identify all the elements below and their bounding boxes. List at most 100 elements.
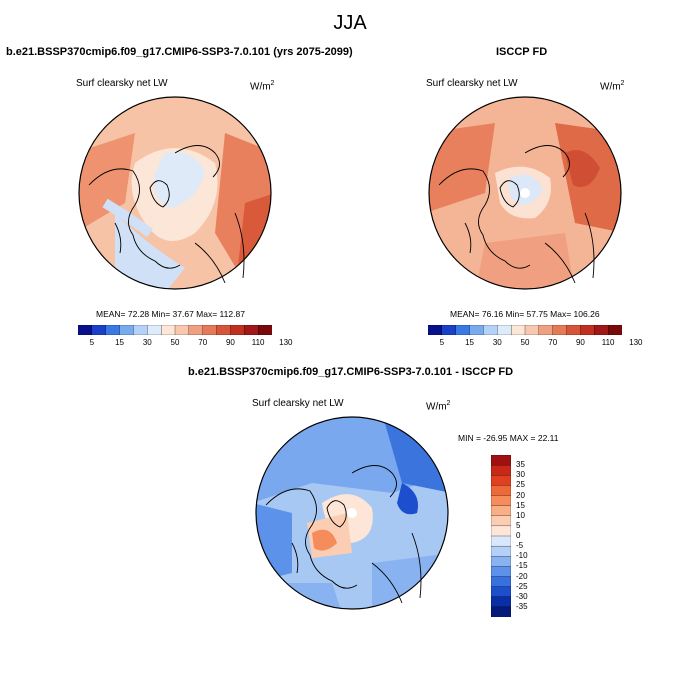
panel-1-colorbar-swatch xyxy=(257,325,272,335)
panel-3-colorbar-swatch xyxy=(491,464,511,476)
panel-2-warm-west xyxy=(429,123,495,213)
panel-3-colorbar-swatch xyxy=(491,505,511,517)
panel-2-colorbar-swatch xyxy=(497,325,512,335)
panel-1-colorbar-swatch xyxy=(105,325,121,335)
panel-2-coastlines xyxy=(438,145,595,284)
panel-3-colorbar-swatch xyxy=(491,455,511,466)
panel-3-title: b.e21.BSSP370cmip6.f09_g17.CMIP6-SSP3-7.… xyxy=(188,366,514,378)
panel-1-colorbar-swatch xyxy=(244,325,259,335)
panel-2-colorbar-swatch xyxy=(552,325,568,335)
panel-3-colorbar-tick-label: 10 xyxy=(516,510,525,520)
panel-2-map xyxy=(428,96,622,290)
panel-1-stats: MEAN= 72.28 Min= 37.67 Max= 112.87 xyxy=(96,309,245,319)
panel-2-colorbar-swatch xyxy=(594,325,609,335)
panel-2-title: ISCCP FD xyxy=(496,46,548,58)
panel-3-map xyxy=(255,416,449,610)
panel-2-colorbar-tick-label: 50 xyxy=(520,338,530,347)
panel-2-colorbar-swatch xyxy=(580,325,595,335)
panel-1-colorbar-swatch xyxy=(230,325,245,335)
panel-1-colorbar-tick-label: 5 xyxy=(89,338,95,347)
panel-3-stats: MIN = -26.95 MAX = 22.11 xyxy=(458,433,559,443)
panel-3-colorbar-swatch xyxy=(491,556,511,567)
panel-3-colorbar-tick-label: -25 xyxy=(516,581,528,591)
panel-3-colorbar-tick-label: 25 xyxy=(516,480,525,490)
panel-2-colorbar-swatch xyxy=(455,325,471,335)
panel-1-colorbar-swatch xyxy=(202,325,218,335)
panel-1-warm-west xyxy=(79,133,135,233)
panel-1-colorbar-swatch xyxy=(119,325,134,335)
panel-1-colorbar-swatch xyxy=(147,325,162,335)
panel-3-colorbar-tick-label: 20 xyxy=(516,490,525,500)
panel-3-coastlines xyxy=(265,465,422,604)
panel-3-variable: Surf clearsky net LW xyxy=(252,398,344,409)
panel-1-colorbar-swatch xyxy=(188,325,204,335)
panel-3-colorbar-swatch xyxy=(491,586,511,598)
panel-2-colorbar-swatch xyxy=(607,325,622,335)
figure-title: JJA xyxy=(333,12,367,34)
panel-3-colorbar-tick-label: -10 xyxy=(516,551,528,561)
panel-1-units: W/m2 xyxy=(250,80,275,93)
panel-3-colorbar-tick-label: -5 xyxy=(516,541,524,551)
panel-2-colorbar-labels: 5 15 30 50 70 90 110 130 xyxy=(428,338,643,350)
panel-1-title: b.e21.BSSP370cmip6.f09_g17.CMIP6-SSP3-7.… xyxy=(6,46,353,58)
panel-1-colorbar-tick-label: 110 xyxy=(251,338,265,347)
panel-1-colorbar-tick-label: 30 xyxy=(142,338,152,347)
panel-1-colorbar-labels: 5 15 30 50 70 90 110 130 xyxy=(78,338,293,350)
panel-1-pacific-blue xyxy=(115,213,185,289)
panel-2-colorbar-tick-label: 110 xyxy=(601,338,615,347)
panel-3-colorbar-tick-label: 5 xyxy=(516,520,521,530)
panel-3-strongest-cool xyxy=(397,483,418,515)
panel-3-pole-gap xyxy=(347,508,357,518)
panel-1-colorbar-swatch xyxy=(174,325,190,335)
panel-3-colorbar-tick-label: 0 xyxy=(516,531,521,540)
panel-1-colorbar-tick-label: 130 xyxy=(279,338,293,347)
panel-1-map-border xyxy=(78,96,272,290)
panel-3-colorbar-swatch xyxy=(491,485,511,497)
panel-3-colorbar-swatch xyxy=(491,596,511,608)
panel-1-colorbar-tick-label: 15 xyxy=(115,338,125,347)
panel-1-colorbar-swatch xyxy=(91,325,107,335)
panel-3-colorbar-tick-label: -30 xyxy=(516,591,528,601)
panel-2-colorbar-swatch xyxy=(483,325,498,335)
panel-3-colorbar-swatch xyxy=(491,495,511,507)
panel-3-colorbar-tick-label: -35 xyxy=(516,601,528,611)
panel-2-colorbar-tick-label: 5 xyxy=(439,338,445,347)
panel-2-variable: Surf clearsky net LW xyxy=(426,78,518,89)
panel-3-cool-south xyxy=(256,583,342,609)
panel-3-cool-west xyxy=(256,503,292,583)
panel-2-colorbar-swatch xyxy=(428,325,443,335)
panel-2-colorbar-swatch xyxy=(441,325,457,335)
panel-2-colorbar-swatch xyxy=(510,325,526,335)
panel-1-colorbar xyxy=(78,325,272,335)
panel-2-map-border xyxy=(428,96,622,290)
panel-3-colorbar-swatch xyxy=(491,606,511,617)
panel-3-map-border xyxy=(255,416,449,610)
panel-3-colorbar-swatch xyxy=(491,475,511,486)
panel-2-colorbar-swatch xyxy=(538,325,554,335)
panel-3-colorbar-swatch xyxy=(491,566,511,578)
panel-3-colorbar-tick-label: 15 xyxy=(516,500,525,510)
panel-3-colorbar-tick-label: 30 xyxy=(516,470,525,480)
panel-1-coastlines xyxy=(88,145,245,284)
panel-1-colorbar-swatch xyxy=(160,325,176,335)
panel-3-colorbar-swatch xyxy=(491,525,511,537)
panel-3-warm-core xyxy=(312,529,337,551)
panel-1-colorbar-tick-label: 70 xyxy=(198,338,208,347)
panel-2-colorbar-tick-label: 90 xyxy=(575,338,585,347)
panel-2-colorbar xyxy=(428,325,622,335)
panel-2-stats: MEAN= 76.16 Min= 57.75 Max= 106.26 xyxy=(450,309,600,319)
panel-2-units: W/m2 xyxy=(600,80,625,93)
panel-1-arctic-blue xyxy=(154,152,205,208)
panel-2-pole-gap xyxy=(520,188,530,198)
panel-1-colorbar-swatch xyxy=(78,325,93,335)
panel-1-map xyxy=(78,96,272,290)
panel-2-colorbar-swatch xyxy=(566,325,581,335)
panel-2-colorbar-tick-label: 130 xyxy=(629,338,643,347)
panel-2-hot-core xyxy=(565,150,600,187)
panel-1-colorbar-swatch xyxy=(216,325,231,335)
panel-3-colorbar-swatch xyxy=(491,515,511,527)
panel-3-units: W/m2 xyxy=(426,400,451,413)
panel-2-warm-south xyxy=(475,233,575,289)
panel-3-colorbar-tick-label: -20 xyxy=(516,571,528,581)
panel-3-colorbar-swatch xyxy=(491,576,511,588)
